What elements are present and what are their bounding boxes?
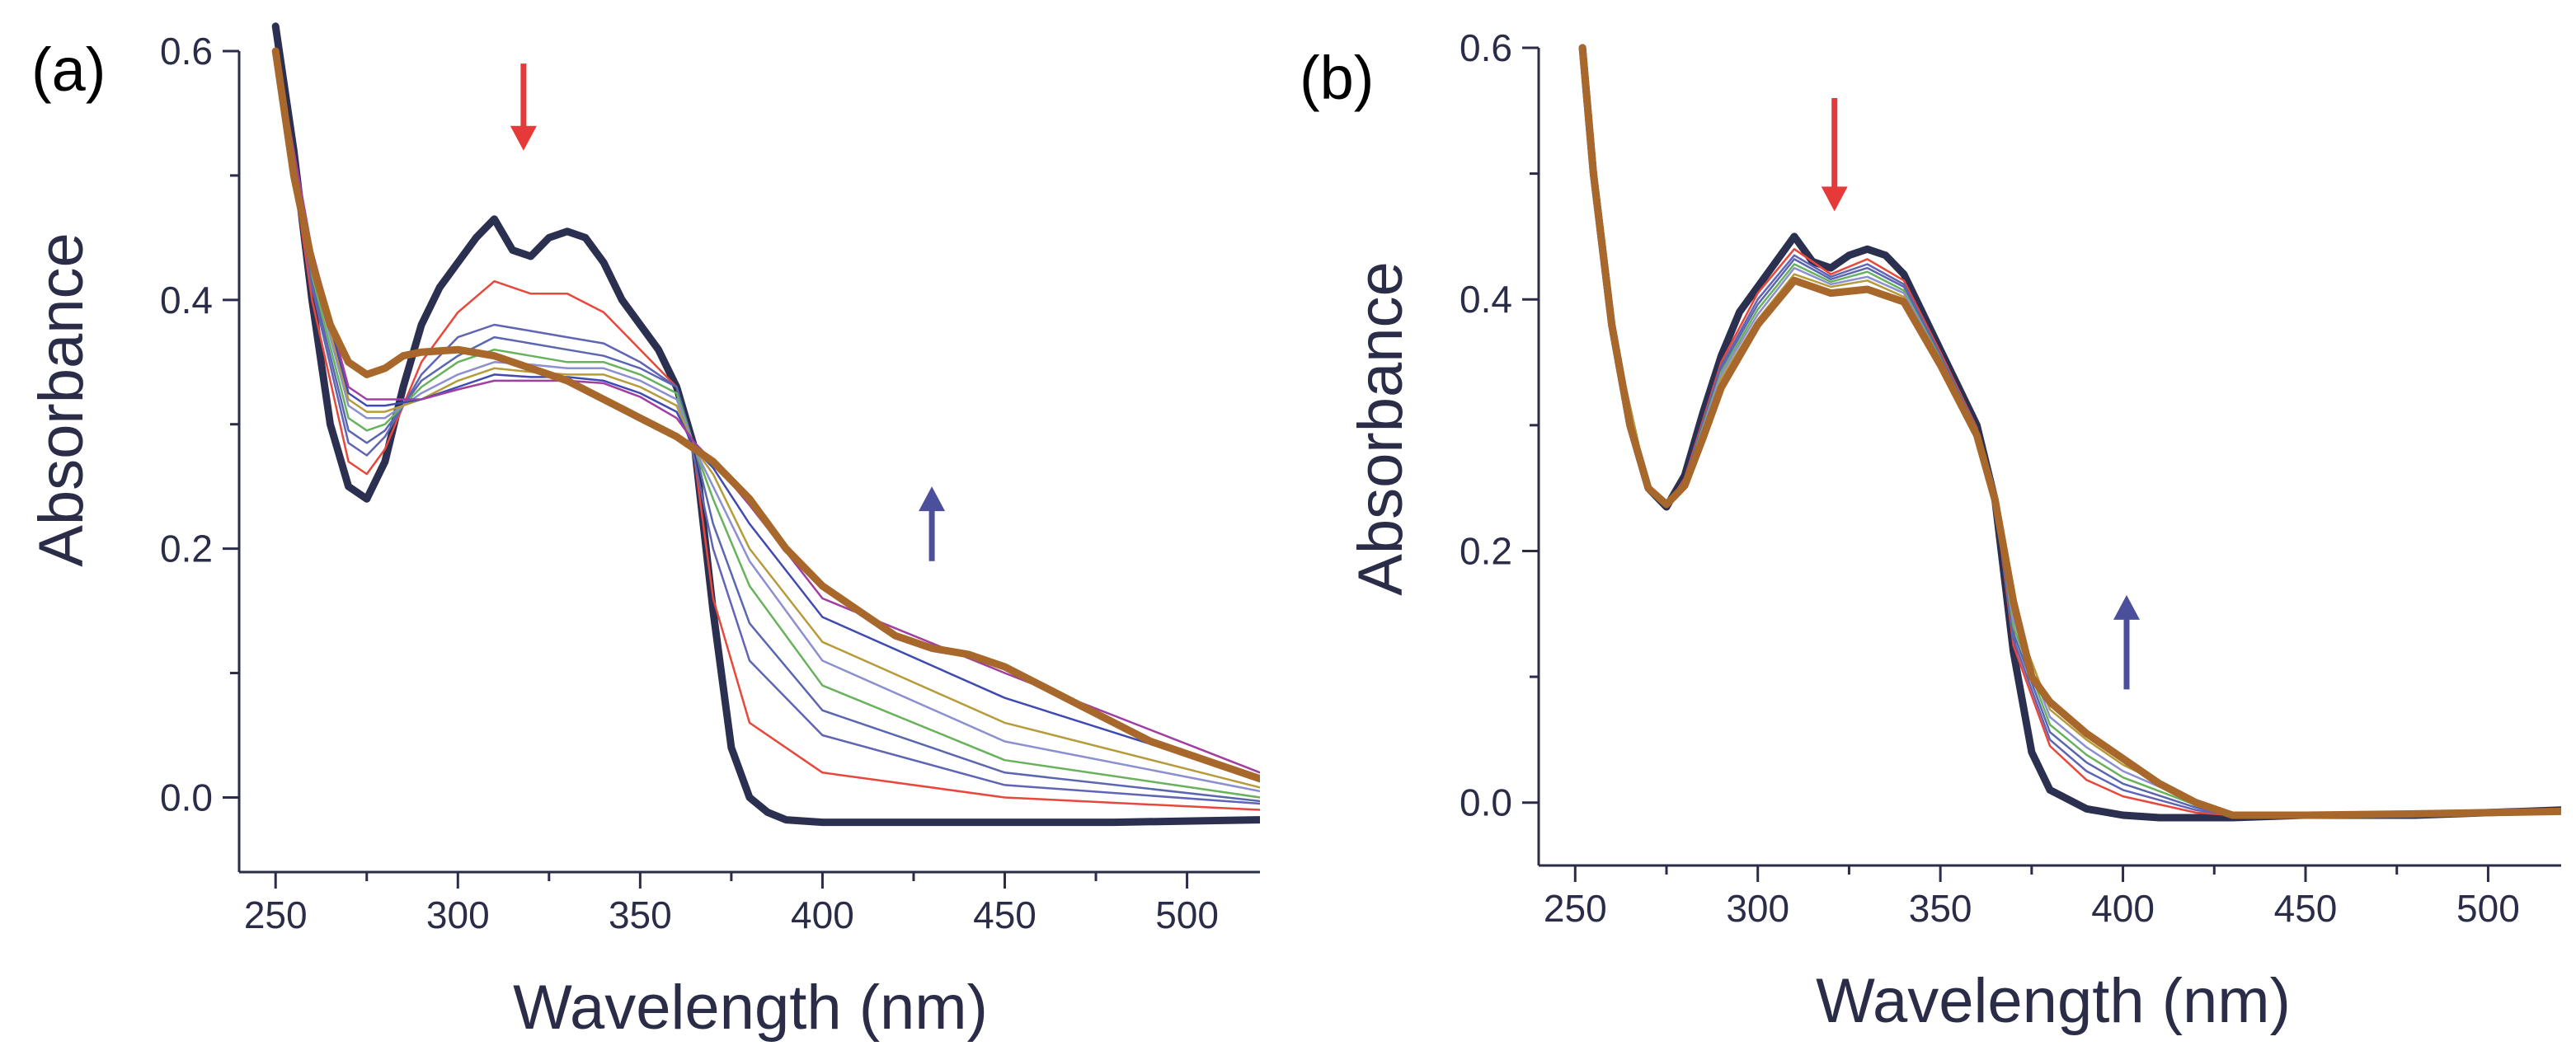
- panel-a: (a) Absorbance Wavelength (nm) 250 300 350…: [26, 22, 1260, 1043]
- panel-a-series-spectrum-2: [274, 49, 1260, 811]
- panel-b-x-tick-label: 500: [2456, 887, 2520, 930]
- panel-b-y-tick-label: 0.0: [1460, 781, 1512, 824]
- panel-a-series-spectrum-4: [274, 49, 1260, 803]
- panel-b-series-final: [1578, 44, 2561, 819]
- panel-b-y-tick-label: 0.6: [1460, 26, 1512, 69]
- panel-b-series: [1578, 44, 2561, 822]
- panel-b-x-tick-label: 450: [2274, 887, 2338, 930]
- panel-b-y-tick-label: 0.4: [1460, 278, 1512, 321]
- panel-a-series-spectrum-9: [274, 49, 1260, 774]
- panel-b-series-spectrum-3: [1581, 46, 2561, 817]
- panel-b-x-tick-label: 300: [1726, 887, 1789, 930]
- panel-a-y-tick-label: 0.2: [160, 528, 213, 570]
- panel-a-series-spectrum-3: [274, 49, 1260, 805]
- panel-a-series-final: [271, 47, 1260, 783]
- panel-b-increase-arrow-icon: [2113, 594, 2140, 690]
- panel-a-series-spectrum-5: [274, 49, 1260, 799]
- panel-a-x-tick-label: 400: [791, 893, 854, 936]
- panel-b-x-tick-label: 400: [2091, 887, 2155, 930]
- panel-b-series-spectrum-7: [1581, 46, 2561, 817]
- panel-a-series: [271, 22, 1260, 827]
- panel-a-x-tick-label: 300: [426, 893, 490, 936]
- panel-a-decrease-arrow-icon: [510, 63, 537, 151]
- panel-a-label: (a): [31, 35, 106, 104]
- panel-b-series-spectrum-5: [1581, 46, 2561, 817]
- panel-a-x-tick-label: 450: [973, 893, 1037, 936]
- panel-a-x-tick-label: 350: [609, 893, 672, 936]
- panel-a-y-tick-label: 0.4: [160, 279, 213, 321]
- panel-a-y-tick-label: 0.6: [160, 30, 213, 73]
- panel-b-y-axis-title: Absorbance: [1346, 261, 1416, 596]
- panel-a-series-initial: [271, 22, 1260, 827]
- panel-a-y-tick-label: 0.0: [160, 776, 213, 818]
- panel-b-series-spectrum-6: [1581, 46, 2561, 817]
- panel-b-series-initial: [1578, 44, 2561, 822]
- panel-b-y-tick-label: 0.2: [1460, 529, 1512, 572]
- panel-a-series-spectrum-8: [274, 49, 1260, 781]
- panel-a-x-tick-label: 250: [244, 893, 308, 936]
- panel-a-y-axis-title: Absorbance: [26, 232, 96, 567]
- panel-a-series-spectrum-6: [274, 49, 1260, 793]
- panel-b-x-tick-label: 350: [1909, 887, 1972, 930]
- panel-b-x-tick-label: 250: [1544, 887, 1607, 930]
- panel-b-decrease-arrow-icon: [1821, 98, 1848, 212]
- panel-b-x-axis-title: Wavelength (nm): [1816, 966, 2291, 1036]
- panel-a-x-tick-label: 500: [1155, 893, 1219, 936]
- panel-b-series-spectrum-4: [1581, 46, 2561, 817]
- panel-a-increase-arrow-icon: [919, 486, 946, 561]
- panel-a-series-spectrum-7: [274, 49, 1260, 789]
- panel-b-label: (b): [1300, 44, 1374, 112]
- panel-a-x-axis-title: Wavelength (nm): [513, 973, 988, 1043]
- panel-b: (b) Absorbance Wavelength (nm) 250 300 350…: [1300, 26, 2561, 1036]
- panel-b-series-spectrum-2: [1581, 46, 2561, 817]
